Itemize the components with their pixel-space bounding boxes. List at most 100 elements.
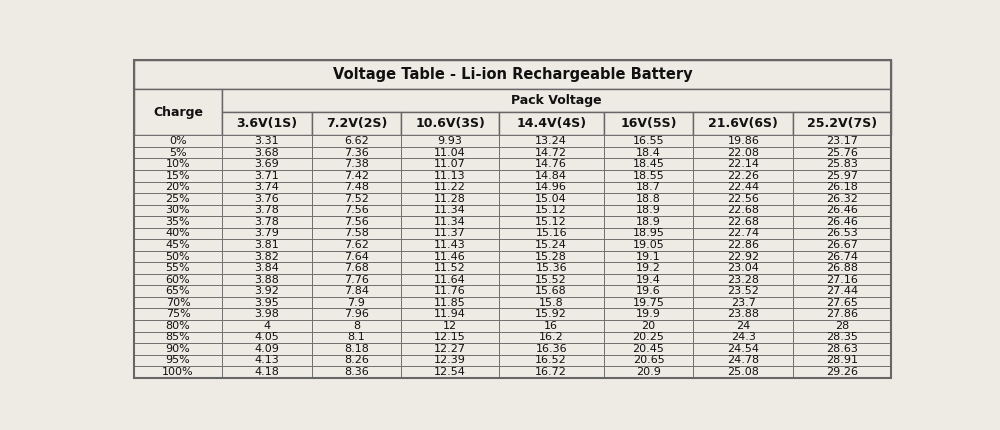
- Text: 7.42: 7.42: [344, 171, 369, 181]
- Bar: [222, 135, 312, 147]
- Text: 14.76: 14.76: [535, 159, 567, 169]
- Text: 3.79: 3.79: [254, 228, 279, 239]
- Text: 3.88: 3.88: [254, 275, 279, 285]
- Bar: [604, 147, 693, 158]
- Bar: [604, 216, 693, 228]
- Bar: [499, 181, 604, 193]
- Bar: [499, 262, 604, 274]
- Bar: [499, 286, 604, 297]
- Text: 7.48: 7.48: [344, 182, 369, 192]
- Bar: [693, 216, 793, 228]
- Bar: [312, 158, 401, 170]
- Bar: [222, 297, 312, 308]
- Bar: [222, 147, 312, 158]
- Text: 16.52: 16.52: [535, 356, 567, 365]
- Bar: [401, 262, 499, 274]
- Text: 7.2V(2S): 7.2V(2S): [326, 117, 387, 130]
- Bar: [693, 366, 793, 378]
- Text: 90%: 90%: [166, 344, 190, 354]
- Text: 23.17: 23.17: [826, 136, 858, 146]
- Bar: [134, 366, 222, 378]
- Text: 26.46: 26.46: [826, 217, 858, 227]
- Bar: [693, 111, 793, 135]
- Bar: [693, 320, 793, 332]
- Bar: [134, 89, 222, 135]
- Bar: [401, 286, 499, 297]
- Bar: [499, 193, 604, 205]
- Text: 100%: 100%: [162, 367, 194, 377]
- Bar: [499, 228, 604, 239]
- Bar: [222, 262, 312, 274]
- Bar: [499, 170, 604, 181]
- Text: 3.78: 3.78: [254, 206, 279, 215]
- Bar: [793, 274, 891, 286]
- Bar: [793, 239, 891, 251]
- Bar: [312, 251, 401, 262]
- Text: 9.93: 9.93: [438, 136, 463, 146]
- Bar: [604, 366, 693, 378]
- Text: 18.8: 18.8: [636, 194, 661, 204]
- Text: 6.62: 6.62: [344, 136, 369, 146]
- Bar: [222, 355, 312, 366]
- Bar: [499, 320, 604, 332]
- Text: 20.45: 20.45: [633, 344, 664, 354]
- Text: 28.63: 28.63: [826, 344, 858, 354]
- Bar: [693, 343, 793, 355]
- Bar: [793, 343, 891, 355]
- Text: 11.52: 11.52: [434, 263, 466, 273]
- Bar: [793, 158, 891, 170]
- Bar: [222, 366, 312, 378]
- Text: 7.36: 7.36: [344, 147, 369, 158]
- Text: 25.97: 25.97: [826, 171, 858, 181]
- Text: 15%: 15%: [166, 171, 190, 181]
- Text: 3.84: 3.84: [254, 263, 279, 273]
- Text: 21.6V(6S): 21.6V(6S): [708, 117, 778, 130]
- Text: 22.86: 22.86: [727, 240, 759, 250]
- Text: 14.72: 14.72: [535, 147, 567, 158]
- Bar: [222, 320, 312, 332]
- Text: 15.24: 15.24: [535, 240, 567, 250]
- Text: 3.68: 3.68: [254, 147, 279, 158]
- Bar: [499, 355, 604, 366]
- Bar: [134, 308, 222, 320]
- Bar: [401, 111, 499, 135]
- Text: 11.07: 11.07: [434, 159, 466, 169]
- Text: 16.36: 16.36: [535, 344, 567, 354]
- Bar: [693, 274, 793, 286]
- Bar: [312, 308, 401, 320]
- Text: 15.52: 15.52: [535, 275, 567, 285]
- Text: 15.04: 15.04: [535, 194, 567, 204]
- Bar: [793, 135, 891, 147]
- Text: 11.34: 11.34: [434, 206, 466, 215]
- Bar: [499, 216, 604, 228]
- Bar: [134, 286, 222, 297]
- Text: 11.43: 11.43: [434, 240, 466, 250]
- Text: 27.65: 27.65: [826, 298, 858, 308]
- Bar: [401, 135, 499, 147]
- Text: 11.04: 11.04: [434, 147, 466, 158]
- Text: 25.2V(7S): 25.2V(7S): [807, 117, 877, 130]
- Bar: [793, 170, 891, 181]
- Bar: [693, 239, 793, 251]
- Bar: [401, 274, 499, 286]
- Bar: [604, 135, 693, 147]
- Text: 16.2: 16.2: [539, 332, 564, 342]
- Text: 7.56: 7.56: [344, 217, 369, 227]
- Text: 0%: 0%: [169, 136, 187, 146]
- Text: 4: 4: [263, 321, 270, 331]
- Bar: [793, 251, 891, 262]
- Text: 29.26: 29.26: [826, 367, 858, 377]
- Bar: [312, 274, 401, 286]
- Text: 12.39: 12.39: [434, 356, 466, 365]
- Text: 3.74: 3.74: [254, 182, 279, 192]
- Bar: [693, 286, 793, 297]
- Text: 7.52: 7.52: [344, 194, 369, 204]
- Text: 15.68: 15.68: [535, 286, 567, 296]
- Text: 28.35: 28.35: [826, 332, 858, 342]
- Text: 12: 12: [443, 321, 457, 331]
- Bar: [693, 355, 793, 366]
- Bar: [222, 181, 312, 193]
- Text: 18.55: 18.55: [633, 171, 664, 181]
- Text: 3.6V(1S): 3.6V(1S): [236, 117, 297, 130]
- Text: 3.95: 3.95: [254, 298, 279, 308]
